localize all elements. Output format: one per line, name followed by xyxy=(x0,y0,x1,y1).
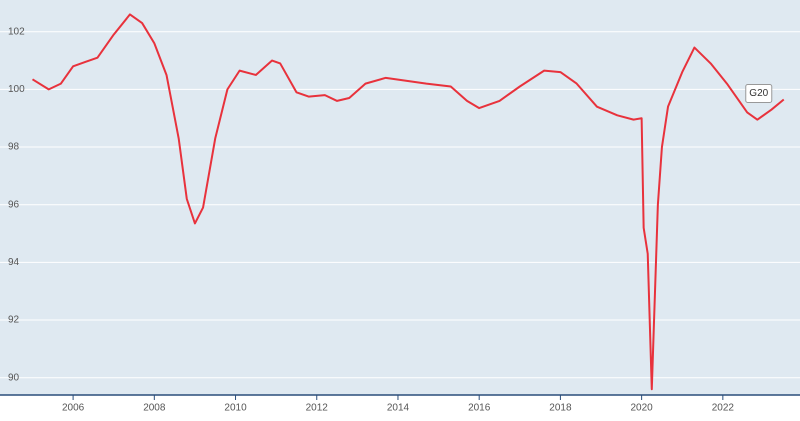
plot-background xyxy=(0,0,800,395)
x-tick-label: 2022 xyxy=(712,403,735,414)
x-tick-label: 2014 xyxy=(387,403,410,414)
series-label-box xyxy=(745,83,773,103)
series-label: G20 xyxy=(749,88,768,99)
x-tick-label: 2010 xyxy=(224,403,247,414)
line-series xyxy=(31,13,785,391)
x-tick-label: 2008 xyxy=(143,403,166,414)
x-tick-label: 2006 xyxy=(62,403,85,414)
x-tick-label: 2018 xyxy=(549,403,572,414)
y-tick-label: 102 xyxy=(8,26,25,37)
y-tick-label: 98 xyxy=(8,142,20,153)
y-tick-label: 100 xyxy=(8,84,25,95)
x-tick-label: 2020 xyxy=(630,403,653,414)
y-tick-label: 92 xyxy=(8,315,20,326)
y-tick-label: 90 xyxy=(8,372,20,383)
y-tick-label: 96 xyxy=(8,199,20,210)
x-tick-label: 2016 xyxy=(468,403,491,414)
x-tick-label: 2012 xyxy=(306,403,329,414)
y-tick-label: 94 xyxy=(8,257,20,268)
